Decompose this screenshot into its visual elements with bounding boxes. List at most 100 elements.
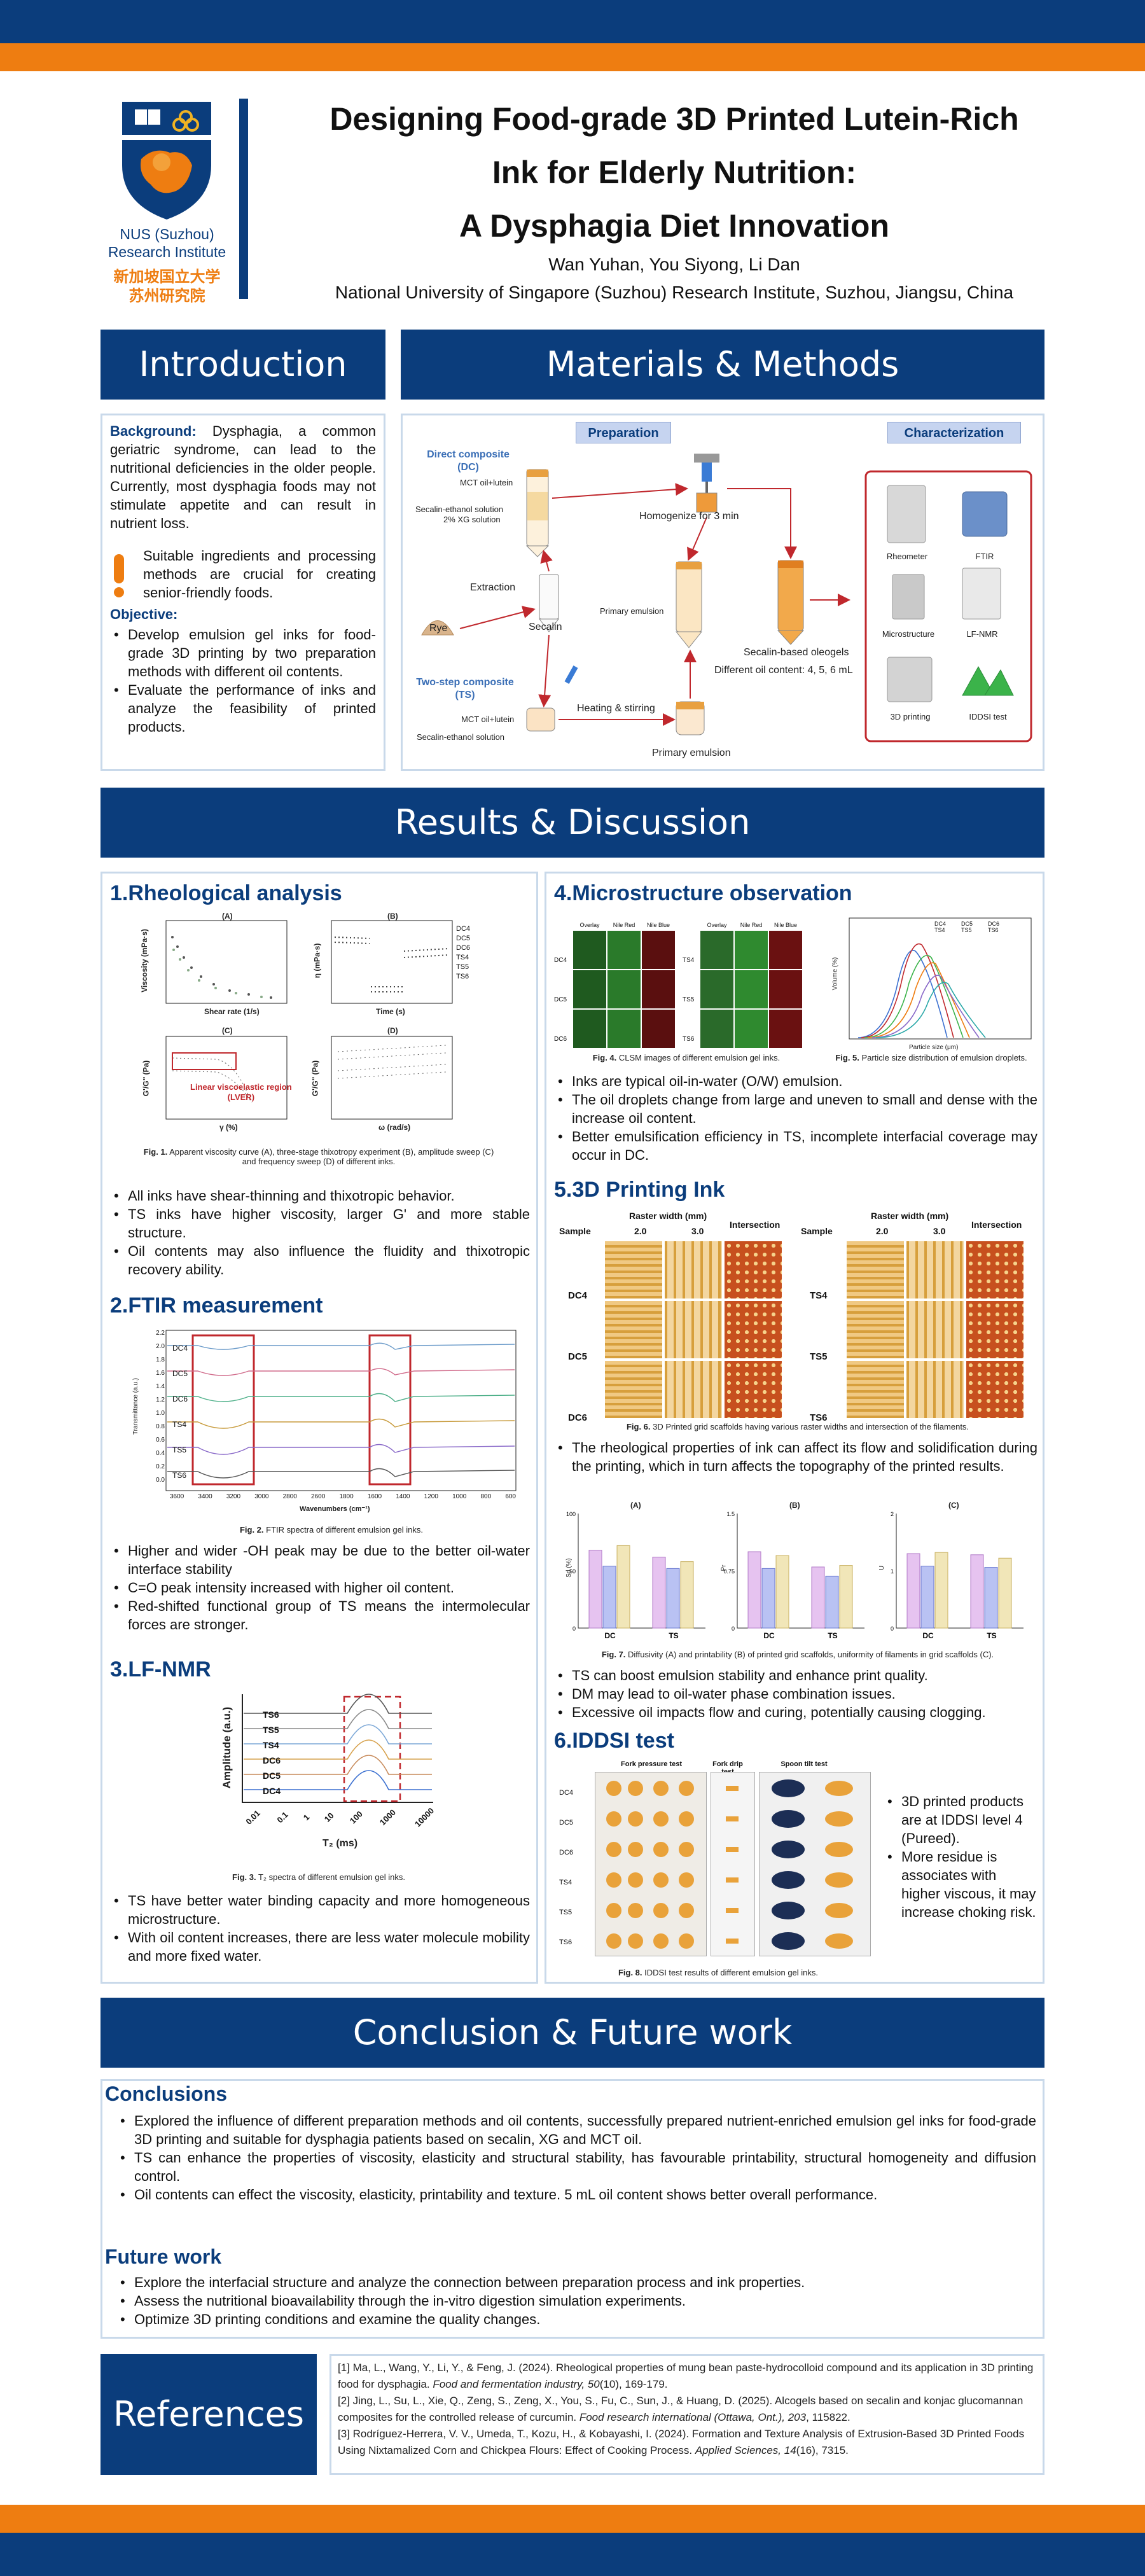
- ftir-bullet: Higher and wider -OH peak may be due to …: [110, 1542, 530, 1578]
- chart-a-title: (A): [630, 1501, 641, 1510]
- results-left-panel: 1.Rheological analysis (A) (B) (C): [101, 872, 538, 1984]
- iddsi-fork-drip: [711, 1772, 755, 1956]
- future-title: Future work: [105, 2245, 222, 2268]
- iddsi-sample-labels: DC4 DC5 DC6 TS4 TS5 TS6: [559, 1789, 574, 1946]
- title-line-1: Designing Food-grade 3D Printed Lutein-R…: [330, 101, 1019, 137]
- printing-sample-head-left: Sample: [559, 1226, 591, 1236]
- micro-bullets: Inks are typical oil-in-water (O/W) emul…: [554, 1072, 1037, 1164]
- rheology-bullet: All inks have shear-thinning and thixotr…: [110, 1187, 530, 1205]
- authors: Wan Yuhan, You Siyong, Li Dan: [548, 254, 800, 274]
- background-body: Dysphagia, a common geriatric syndrome, …: [110, 423, 376, 531]
- results-right-panel: 4.Microstructure observation Overlay Nile…: [545, 872, 1044, 1984]
- ts-title: Two-step composite (TS): [416, 677, 514, 700]
- printing-table-left: Raster width (mm) Sample 2.0 3.0 Interse…: [559, 1211, 788, 1427]
- iddsi-bullet: More residue is associates with higher v…: [884, 1848, 1036, 1921]
- microstructure-label: Microstructure: [882, 629, 935, 639]
- iddsi-test-heads: Fork pressure test Fork drip test Spoon …: [621, 1760, 828, 1776]
- reference-item: [3] Rodríguez-Herrera, V. V., Umeda, T.,…: [338, 2428, 1025, 2456]
- nmr-bullet: TS have better water binding capacity an…: [110, 1891, 530, 1928]
- bar-ytick-label: 2: [891, 1511, 894, 1517]
- background-text: Background: Dysphagia, a common geriatri…: [110, 422, 376, 533]
- iddsi-spoon-tilt: [759, 1772, 871, 1956]
- clsm-grid-right: Overlay Nile Red Nile Blue: [700, 922, 805, 1049]
- ftir-xlabel: Wavenumbers (cm⁻¹): [300, 1505, 370, 1513]
- objective-list: Develop emulsion gel inks for food-grade…: [110, 625, 376, 736]
- methods-panel: Preparation Characterization: [401, 414, 1044, 771]
- primary-emulsion-label: Primary emulsion: [600, 606, 664, 616]
- ftir-figure: DC4 DC5 DC6 TS4 TS5 TS6 2.2 2.0 1.8 1.6 1.4 1…: [132, 1326, 522, 1517]
- dc-mct-label: MCT oil+lutein: [460, 478, 513, 487]
- ftir-label: FTIR: [975, 552, 994, 561]
- affiliation: National University of Singapore (Suzhou…: [335, 282, 1014, 302]
- 3d-printing-label: 3D printing: [890, 712, 931, 721]
- iddsi-samples-graphic: [606, 1779, 853, 1950]
- bar-ytick-label: 1.5: [726, 1511, 735, 1517]
- chart-c-title: (C): [948, 1501, 959, 1510]
- printing-rows-right: TS4 TS5 TS6: [810, 1290, 828, 1423]
- nmr-figure: TS6 TS5 TS4 DC6 DC5 DC4 Amplitude (a.u.) 0.01…: [204, 1688, 446, 1853]
- rheology-panel-d-label: (D): [387, 1026, 398, 1035]
- logo-text-cn2: 苏州研究院: [128, 288, 205, 305]
- fig5-caption: Fig. 5. Particle size distribution of em…: [835, 1053, 1027, 1062]
- bar: [920, 1566, 934, 1629]
- dc-xg-label: 2% XG solution: [443, 515, 501, 524]
- axis-b-y: η (mPa·s): [312, 943, 322, 978]
- nmr-bullet: With oil content increases, there are le…: [110, 1928, 530, 1965]
- references-panel: [1] Ma, L., Wang, Y., Li, Y., & Feng, J.…: [330, 2354, 1044, 2475]
- dc-secalin-label: Secalin-ethanol solution: [415, 505, 504, 514]
- oleogels-label: Secalin-based oleogels: [744, 647, 849, 658]
- printing-raster-3-right: 3.0: [933, 1226, 946, 1236]
- axis-d-y: G'/G'' (Pa): [310, 1060, 320, 1097]
- psd-ylabel: Volume (%): [831, 957, 839, 991]
- bar: [811, 1566, 825, 1629]
- bar: [666, 1568, 680, 1629]
- bar: [588, 1550, 602, 1629]
- axis-b-x: Time (s): [376, 1007, 405, 1016]
- bar: [839, 1565, 853, 1629]
- ftir-sample-labels: DC4 DC5 DC6 TS4 TS5 TS6: [172, 1344, 188, 1480]
- bar-ytick-label: 0: [732, 1626, 735, 1632]
- logo-text-en1: NUS (Suzhou): [120, 226, 214, 242]
- bar-category-label: DC: [922, 1631, 934, 1640]
- axis-d-x: ω (rad/s): [378, 1123, 411, 1132]
- exclamation-icon: [114, 554, 124, 597]
- conclusion-item: Oil contents can effect the viscosity, e…: [116, 2185, 1036, 2204]
- chart-b-ylabel: Pr: [720, 1564, 728, 1571]
- printing-bullets: TS can boost emulsion stability and enha…: [554, 1666, 1037, 1722]
- psd-curves: [849, 917, 1032, 1040]
- nus-crest-icon: [122, 102, 211, 219]
- printing-images-left: [605, 1241, 782, 1418]
- chart-b-title: (B): [789, 1501, 800, 1510]
- micro-title: 4.Microstructure observation: [554, 881, 852, 905]
- bar: [775, 1555, 789, 1629]
- iddsi-bullet: 3D printed products are at IDDSI level 4…: [884, 1792, 1036, 1848]
- lf-nmr-label: LF-NMR: [966, 629, 998, 639]
- clsm-grid-left: Overlay Nile Red Nile Blue: [573, 922, 677, 1049]
- printing-table-right: Raster width (mm) Sample 2.0 3.0 Interse…: [801, 1211, 1036, 1427]
- rheology-panel-a-label: (A): [222, 912, 233, 921]
- chart-c-ylabel: U: [878, 1565, 886, 1571]
- fig7-bar-charts: DC TS 0 50 100 DC TS 0 0.75 1.5 DC TS 0 1 2: [566, 1511, 1024, 1640]
- fig8-caption: Fig. 8. IDDSI test results of different …: [618, 1968, 819, 1977]
- iddsi-title: 6.IDDSI test: [554, 1729, 674, 1753]
- printing-bullet: The rheological properties of ink can af…: [554, 1438, 1037, 1475]
- methods-diagram: [421, 454, 1032, 742]
- bar: [680, 1561, 694, 1629]
- nmr-ylabel: Amplitude (a.u.): [221, 1706, 233, 1789]
- rheology-panel-b-label: (B): [387, 912, 398, 921]
- printing-bullet: DM may lead to oil-water phase combinati…: [554, 1685, 1037, 1703]
- preparation-label: Preparation: [576, 422, 671, 443]
- fig7-caption: Fig. 7. Diffusivity (A) and printability…: [601, 1650, 994, 1659]
- nmr-xticks: 0.01 0.1 1 10 100 1000 10000: [244, 1806, 436, 1829]
- bar: [984, 1567, 998, 1629]
- bar: [825, 1575, 839, 1629]
- nmr-spectra: [242, 1694, 433, 1803]
- fig4-caption: Fig. 4. CLSM images of different emulsio…: [592, 1053, 781, 1062]
- conclusions-title: Conclusions: [105, 2082, 228, 2105]
- printing-images-right: [847, 1241, 1024, 1418]
- introduction-panel: Background: Dysphagia, a common geriatri…: [101, 414, 385, 771]
- conclusion-header: Conclusion & Future work: [101, 1998, 1044, 2068]
- highlight-text: Suitable ingredients and processing meth…: [143, 548, 376, 601]
- introduction-header: Introduction: [101, 330, 385, 400]
- ftir-title: 2.FTIR measurement: [110, 1293, 323, 1318]
